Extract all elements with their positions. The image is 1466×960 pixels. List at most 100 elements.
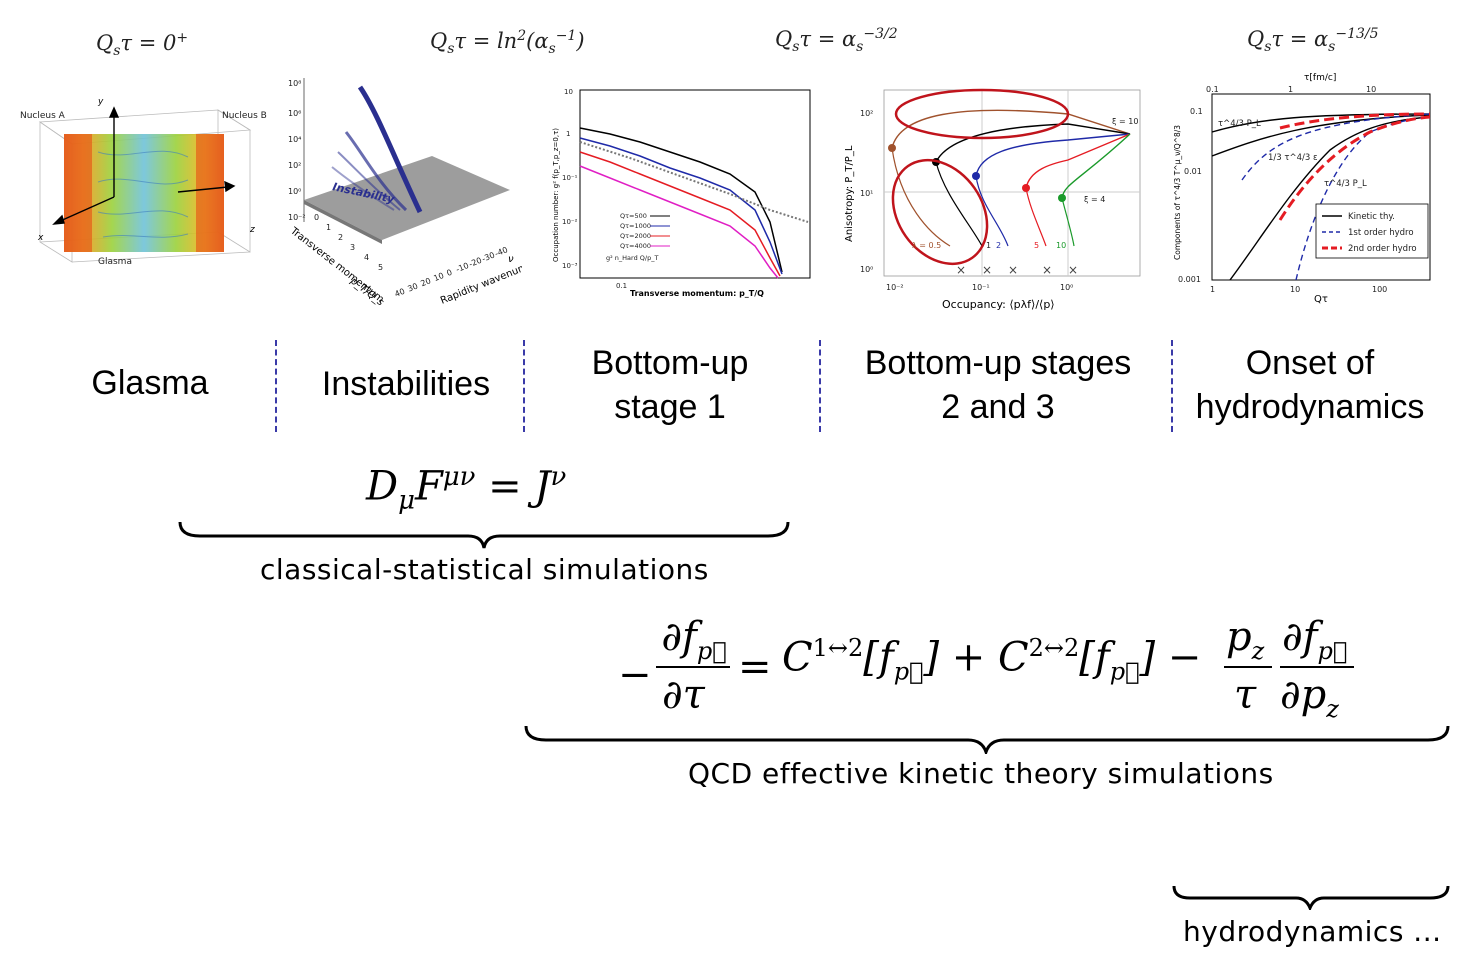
hydro-legend-item: 1st order hydro <box>1348 228 1414 238</box>
instab-xtick: 4 <box>364 253 369 262</box>
stage-hydro-onset-line1: Onset of <box>1245 344 1375 382</box>
instab-xtick: 0 <box>314 213 319 222</box>
stage-separator <box>275 340 277 432</box>
bottom-up-23-figure: × × × × × 10² 10¹ 10⁰ 10⁻² 10⁻¹ 10⁰ ξ = 10 … <box>840 84 1145 316</box>
bu23-ytick: 10⁰ <box>860 265 873 274</box>
glasma-label: Glasma <box>98 257 132 267</box>
hydro-top-tick: 1 <box>1288 85 1293 94</box>
bottom-up-1-figure: 10 1 10⁻¹ 10⁻² 10⁻³ 0.1 Occupation numbe… <box>550 82 820 302</box>
svg-text:×: × <box>956 263 966 277</box>
lambda-label: λ = 0.5 <box>912 241 941 250</box>
stage-glasma: Glasma <box>91 364 209 402</box>
instab-ztick: 0 <box>445 268 453 278</box>
bu23-ytick: 10¹ <box>860 189 873 198</box>
instab-ztick: 40 <box>393 287 406 299</box>
bu1-xlabel: Transverse momentum: p_T/Q <box>630 289 764 298</box>
curve-pl2-label: τ^4/3 P_L <box>1324 179 1367 189</box>
instab-ztick: 10 <box>432 271 445 283</box>
stage-separator <box>1171 340 1173 432</box>
instability-figure: 10⁸ 10⁶ 10⁴ 10² 10⁰ 10⁻² Instability 0 1… <box>282 72 546 312</box>
brace-classical <box>178 521 790 549</box>
brace-hydro <box>1172 885 1450 910</box>
stage-bottom-up-1-line1: Bottom-up <box>591 344 749 382</box>
stage-bottom-up-1-line2: stage 1 <box>614 388 726 426</box>
instab-xtick: 3 <box>350 243 355 252</box>
instab-ytick: 10⁶ <box>288 109 301 118</box>
instab-axis2b: ν <box>508 254 514 265</box>
instab-ytick: 10⁴ <box>288 135 301 144</box>
caption-classical: classical-statistical simulations <box>260 553 709 586</box>
axis-z-label: z <box>249 225 255 235</box>
instab-ztick: 20 <box>419 276 432 288</box>
instab-xtick: 1 <box>326 223 331 232</box>
svg-text:×: × <box>982 263 992 277</box>
time-label-2: Qsτ = ln2(αs−1) <box>430 28 585 58</box>
hydro-onset-figure: τ[fm/c] 0.1 1 10 0.1 0.01 0.001 1 10 100… <box>1170 70 1435 310</box>
instab-ztick: -40 <box>494 245 509 258</box>
stage-bottom-up-23-line1: Bottom-up stages <box>864 344 1132 382</box>
bu1-legend-item: Qτ=2000 <box>620 232 651 240</box>
stage-bottom-up-1: Bottom-up stage 1 <box>530 341 810 429</box>
glasma-figure: Nucleus A Nucleus B Glasma x y z <box>18 92 270 277</box>
caption-kinetic: QCD effective kinetic theory simulations <box>688 757 1274 790</box>
stage-bottom-up-23: Bottom-up stages 2 and 3 <box>826 341 1170 429</box>
caption-hydro: hydrodynamics ... <box>1183 915 1442 948</box>
lambda-label: 1 <box>986 241 991 250</box>
hydro-legend-item: 2nd order hydro <box>1348 244 1417 254</box>
stage-separator <box>819 340 821 432</box>
bu1-ytick: 1 <box>566 130 570 138</box>
stage-separator <box>523 340 525 432</box>
kinetic-equation: − ∂fp⃗ ∂τ = C1↔2[fp⃗] + C2↔2[fp⃗] − pz τ… <box>618 614 1378 724</box>
nucleus-a-label: Nucleus A <box>20 111 66 121</box>
bu23-xtick: 10⁻¹ <box>972 283 990 292</box>
yang-mills-equation: DμFμν = Jν <box>366 462 567 516</box>
instab-ytick: 10² <box>288 161 301 170</box>
bu1-legend-item: Qτ=500 <box>620 212 647 220</box>
instab-ztick: 30 <box>406 281 419 293</box>
nucleus-b-label: Nucleus B <box>222 111 267 121</box>
bu1-ytick: 10⁻³ <box>562 262 578 270</box>
bu1-legend-item: Qτ=4000 <box>620 242 651 250</box>
time-label-4: Qsτ = αs−13/5 <box>1247 26 1379 56</box>
bu1-ytick: 10⁻² <box>562 218 578 226</box>
hydro-xtick: 100 <box>1372 285 1387 294</box>
lambda-label: 10 <box>1056 241 1066 250</box>
time-label-3: Qsτ = αs−3/2 <box>775 26 898 56</box>
bu1-xtick: 0.1 <box>616 282 627 290</box>
instab-ytick: 10⁻² <box>288 213 306 222</box>
instab-xtick: 5 <box>378 263 383 272</box>
lambda-label: 5 <box>1034 241 1039 250</box>
bu23-xlabel: Occupancy: ⟨pλf⟩/⟨p⟩ <box>942 298 1055 311</box>
hydro-top-tick: 10 <box>1366 85 1376 94</box>
instab-ytick: 10⁸ <box>288 79 301 88</box>
xi4-label: ξ = 4 <box>1084 195 1105 204</box>
axis-y-label: y <box>97 97 104 107</box>
bu1-ylabel: Occupation number: g² f(p_T,p_z=0,τ) <box>552 128 560 262</box>
svg-text:×: × <box>1042 263 1052 277</box>
brace-kinetic <box>524 725 1450 754</box>
stage-hydro-onset: Onset of hydrodynamics <box>1176 341 1444 429</box>
stage-hydro-onset-line2: hydrodynamics <box>1195 388 1425 426</box>
stage-bottom-up-23-line2: 2 and 3 <box>941 388 1055 426</box>
axis-x-label: x <box>37 233 44 243</box>
svg-text:×: × <box>1008 263 1018 277</box>
curve-eps-label: 1/3 τ^4/3 ε <box>1268 153 1318 163</box>
hydro-xtick: 10 <box>1290 285 1300 294</box>
bu1-ytick: 10⁻¹ <box>562 174 578 182</box>
hydro-ytick: 0.001 <box>1178 275 1201 284</box>
hydro-xlabel: Qτ <box>1314 294 1328 305</box>
hydro-top-tick: 0.1 <box>1206 85 1219 94</box>
instab-xtick: 2 <box>338 233 343 242</box>
xi10-label: ξ = 10 <box>1112 117 1138 126</box>
hydro-ytick: 0.01 <box>1184 167 1202 176</box>
bu23-xtick: 10⁻² <box>886 283 904 292</box>
hydro-ylabel: Components of τ^4/3 T^μ_ν/Q^8/3 <box>1173 125 1182 260</box>
hydro-legend-item: Kinetic thy. <box>1348 212 1395 222</box>
curve-pl-label: τ^4/3 P_L <box>1218 119 1261 129</box>
stage-instabilities: Instabilities <box>321 365 491 403</box>
time-label-1: Qsτ = 0+ <box>96 30 189 60</box>
hydro-top-axis: τ[fm/c] <box>1304 73 1336 83</box>
bu1-legend-item: Qτ=1000 <box>620 222 651 230</box>
hydro-ytick: 0.1 <box>1190 107 1203 116</box>
bu23-ytick: 10² <box>860 109 873 118</box>
